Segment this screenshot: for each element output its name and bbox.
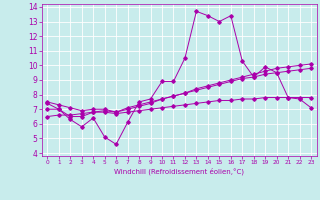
X-axis label: Windchill (Refroidissement éolien,°C): Windchill (Refroidissement éolien,°C): [114, 168, 244, 175]
